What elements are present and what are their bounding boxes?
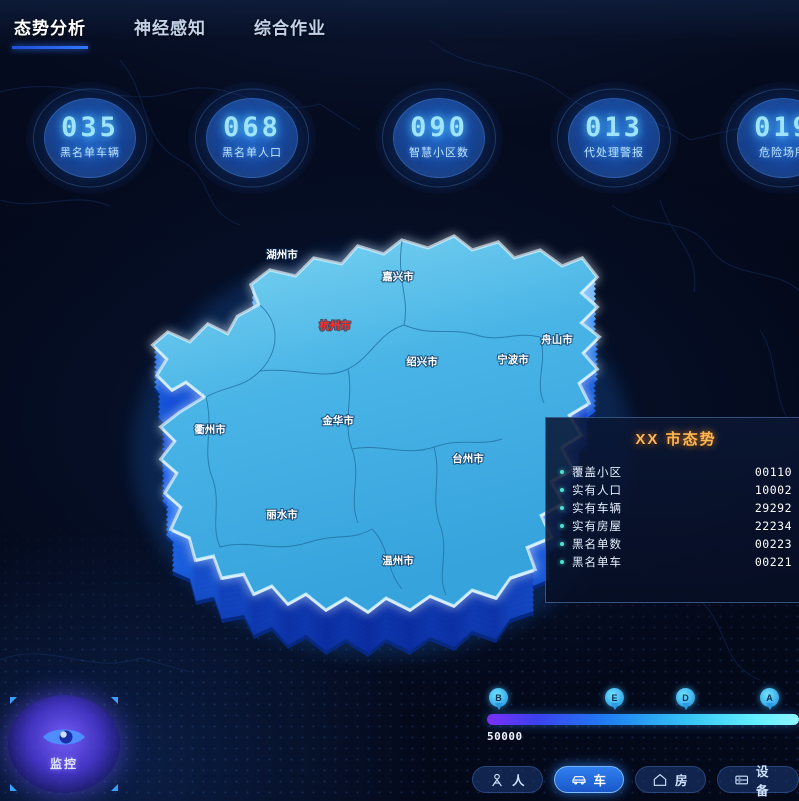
- legend-marker-a[interactable]: A: [760, 688, 779, 707]
- bullet-icon: [560, 524, 564, 528]
- toolbar-button-person[interactable]: 人: [472, 766, 543, 793]
- car-icon: [571, 775, 586, 785]
- city-label: 金华市: [321, 414, 354, 427]
- panel-row: 实有车辆 29292: [560, 499, 792, 517]
- stat-label: 代处理警报: [584, 147, 644, 159]
- city-label: 绍兴市: [406, 355, 438, 368]
- bullet-icon: [560, 542, 564, 546]
- city-label: 嘉兴市: [381, 270, 414, 283]
- stat-ring-mid: [393, 98, 485, 178]
- city-label: 衢州市: [194, 423, 226, 436]
- tab-comprehensive-operations[interactable]: 综合作业: [254, 18, 326, 38]
- corner-triangle-icon: [111, 697, 118, 704]
- stat-ring-thin: [33, 88, 147, 188]
- panel-row-value: 00223: [754, 537, 792, 551]
- stat-blacklist-population[interactable]: 068 黑名单人口: [184, 78, 320, 198]
- panel-row-value: 00110: [754, 465, 792, 479]
- stat-ring-thin: [382, 88, 496, 188]
- city-label: 丽水市: [266, 508, 298, 521]
- city-label: 宁波市: [497, 353, 529, 366]
- panel-row-value: 10002: [754, 483, 792, 497]
- toolbar-button-device[interactable]: 设备: [716, 765, 799, 798]
- house-icon: [653, 773, 667, 786]
- stat-ring-thin: [195, 88, 309, 188]
- legend-scale-value: 50000: [487, 730, 523, 743]
- panel-row-label: 黑名单数: [572, 539, 622, 551]
- legend-markers: B E D A: [487, 688, 799, 714]
- category-toolbar: 人 车 房 设备: [472, 765, 799, 798]
- stat-ring-mid: [206, 98, 298, 178]
- map-internal-borders: [205, 240, 545, 596]
- corner-triangle-icon: [10, 697, 17, 704]
- stat-label: 智慧小区数: [409, 147, 469, 159]
- bullet-icon: [560, 506, 564, 510]
- bullet-icon: [560, 488, 564, 492]
- stat-ring-mid: [568, 98, 660, 178]
- stat-value: 019: [754, 112, 799, 143]
- stat-label: 黑名单车辆: [60, 147, 120, 159]
- map-city-labels: 湖州市 嘉兴市 杭州市 舟山市 绍兴市 宁波市 衢州市 金华市 台州市 丽水市 …: [193, 247, 574, 568]
- panel-row: 黑名单数 00223: [560, 535, 792, 553]
- city-label: 温州市: [382, 554, 414, 567]
- legend-gradient-bar[interactable]: [487, 714, 799, 725]
- stat-value: 035: [61, 112, 119, 143]
- stat-smart-communities[interactable]: 090 智慧小区数: [371, 78, 507, 198]
- stat-ring-mid: [44, 98, 136, 178]
- legend-marker-b[interactable]: B: [489, 688, 508, 707]
- panel-row: 实有房屋 22234: [560, 517, 792, 535]
- person-icon: [492, 773, 502, 786]
- panel-row-label: 实有车辆: [572, 503, 622, 515]
- panel-row-label: 实有人口: [572, 485, 622, 497]
- device-icon: [734, 775, 748, 784]
- panel-row-label: 黑名单车: [572, 557, 622, 569]
- toolbar-button-label: 设备: [755, 764, 770, 798]
- tab-neural-perception[interactable]: 神经感知: [134, 18, 206, 38]
- panel-row-value: 00221: [754, 555, 792, 569]
- stat-pending-alarms[interactable]: 013 代处理警报: [546, 78, 682, 198]
- panel-row-value: 29292: [754, 501, 792, 515]
- stat-circles: 035 黑名单车辆 068 黑名单人口 090 智慧小区数 013 代处理警报: [0, 78, 799, 198]
- bullet-icon: [560, 560, 564, 564]
- legend-marker-d[interactable]: D: [676, 688, 695, 707]
- eye-icon: [43, 729, 85, 745]
- city-label: 湖州市: [266, 248, 298, 261]
- tab-situation-analysis[interactable]: 态势分析: [12, 8, 88, 49]
- top-navigation: 态势分析 神经感知 综合作业: [0, 0, 799, 56]
- panel-rows: 覆盖小区 00110 实有人口 10002 实有车辆 29292 实有房屋 22…: [546, 463, 799, 571]
- toolbar-button-label: 车: [593, 774, 608, 788]
- stat-label: 危险场所: [759, 147, 799, 159]
- density-legend: B E D A 50000: [487, 688, 799, 743]
- monitor-label: 监控: [49, 757, 78, 771]
- panel-row-value: 22234: [754, 519, 792, 533]
- city-label: 舟山市: [541, 333, 573, 346]
- stat-dangerous-places[interactable]: 019 危险场所: [715, 78, 799, 198]
- toolbar-button-label: 人: [512, 774, 526, 788]
- toolbar-button-vehicle[interactable]: 车: [553, 766, 625, 793]
- toolbar-button-label: 房: [675, 774, 689, 788]
- city-label: 台州市: [452, 452, 484, 465]
- panel-row: 覆盖小区 00110: [560, 463, 792, 481]
- stat-value: 090: [410, 112, 468, 143]
- corner-triangle-icon: [111, 784, 118, 791]
- city-label-active: 杭州市: [319, 319, 351, 332]
- stat-blacklist-vehicles[interactable]: 035 黑名单车辆: [22, 78, 158, 198]
- legend-marker-e[interactable]: E: [605, 688, 624, 707]
- stat-value: 068: [223, 112, 281, 143]
- corner-triangle-icon: [10, 784, 17, 791]
- stat-value: 013: [585, 112, 643, 143]
- monitor-button[interactable]: 监控: [8, 695, 120, 793]
- panel-row: 黑名单车 00221: [560, 553, 792, 571]
- panel-row-label: 实有房屋: [572, 521, 622, 533]
- province-map[interactable]: 湖州市 嘉兴市 杭州市 舟山市 绍兴市 宁波市 衢州市 金华市 台州市 丽水市 …: [110, 185, 670, 658]
- stat-label: 黑名单人口: [222, 147, 282, 159]
- city-situation-panel: XX 市态势 覆盖小区 00110 实有人口 10002 实有车辆 29292 …: [545, 417, 799, 603]
- panel-row-label: 覆盖小区: [572, 467, 622, 479]
- panel-row: 实有人口 10002: [560, 481, 792, 499]
- bullet-icon: [560, 470, 564, 474]
- panel-title: XX 市态势: [635, 431, 717, 448]
- toolbar-button-house[interactable]: 房: [635, 766, 706, 793]
- stat-ring-thin: [557, 88, 671, 188]
